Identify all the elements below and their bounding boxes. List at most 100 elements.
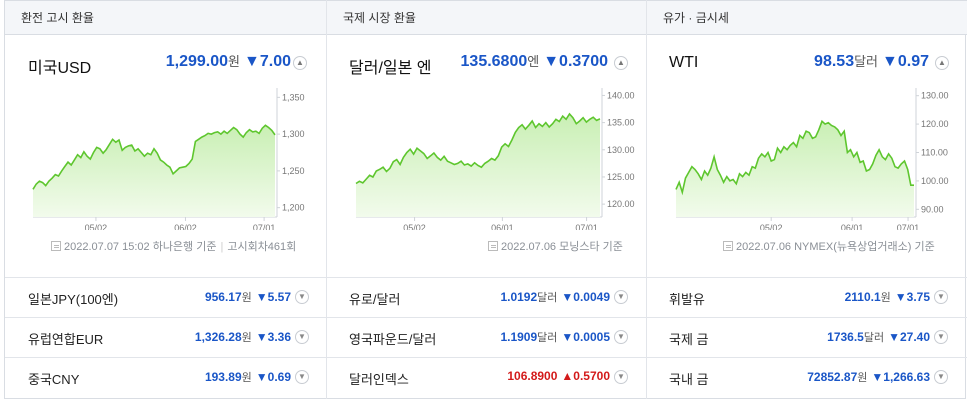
item-change: ▼0.69 [255,370,291,384]
item-rate: 1.1909 [500,330,538,344]
panel-title: 미국USD [28,60,92,77]
chevron-up-icon[interactable]: ▲ [935,56,949,70]
item-change: ▼3.36 [255,330,291,344]
footer-divider: | [220,241,224,253]
rate-value: 135.6800 [460,53,528,70]
panel-footer: 2022.07.06 NYMEX(뉴욕상업거래소) 기준 [723,238,935,254]
x-tick-label: 06/02 [174,223,197,230]
row-divider [5,317,967,318]
item-value: 1,326.28원 ▼3.36 [195,329,291,345]
item-label: 유로/달러 [349,292,401,307]
x-tick-label: 06/01 [841,223,864,230]
footer-round: 고시회차461회 [227,241,297,253]
list-item[interactable]: 일본JPY(100엔) 956.17원 ▼5.57 ▼ [5,277,326,317]
item-value: 2110.1원 ▼3.75 [845,289,930,305]
item-label: 달러인덱스 [349,372,409,387]
rate-change: ▼0.3700 [543,53,608,70]
item-change: ▼3.75 [894,290,930,304]
panel-wti[interactable]: WTI 98.53달러 ▼0.97 ▲ 130.00 120.00 110.00 100… [646,35,967,277]
rate-unit: 달러 [854,54,879,69]
row-divider [5,357,967,358]
chart-wti: 130.00 120.00 110.00 100.00 90.00 05/02 06/01 0… [675,88,949,230]
item-label: 국내 금 [669,372,709,387]
y-tick-label: 140.00 [607,90,635,100]
tab-international-market[interactable]: 국제 시장 환율 [326,1,646,36]
x-tick-label: 07/01 [897,223,920,230]
y-tick-label: 1,350 [282,92,305,102]
panel-footer: 2022.07.07 15:02 하나은행 기준 | 고시회차461회 [51,238,296,254]
row-divider [5,277,967,278]
series-area [33,125,275,217]
chevron-up-icon[interactable]: ▲ [293,56,307,70]
tab-exchange-notice[interactable]: 환전 고시 환율 [21,11,94,25]
item-rate: 193.89 [204,370,242,384]
list-item[interactable]: 달러인덱스 106.8900 ▲0.5700 ▼ [326,357,646,397]
item-change: ▼0.0005 [561,330,610,344]
y-tick-label: 120.00 [607,199,635,209]
y-tick-label: 1,200 [282,203,305,213]
item-label: 휘발유 [669,292,705,307]
item-label: 중국CNY [28,372,80,387]
list-item[interactable]: 휘발유 2110.1원 ▼3.75 ▼ [646,277,967,317]
item-value: 106.8900 ▲0.5700 [507,369,610,383]
chevron-down-icon[interactable]: ▼ [934,290,948,304]
list-item[interactable]: 국내 금 72852.87원 ▼1,266.63 ▼ [646,357,967,397]
y-tick-label: 120.00 [921,119,949,129]
series-area [356,113,600,217]
item-rate: 1.0192 [500,290,538,304]
list-item[interactable]: 국제 금 1736.5달러 ▼27.40 ▼ [646,317,967,357]
column-divider [646,0,647,399]
document-icon [51,241,61,251]
panel-usd[interactable]: 미국USD 1,299.00원 ▼7.00 ▲ 1,350 1,300 1,250 1,… [5,35,326,277]
item-value: 1.1909달러 ▼0.0005 [500,329,610,345]
chevron-up-icon[interactable]: ▲ [614,56,628,70]
chevron-down-icon[interactable]: ▼ [614,370,628,384]
chart-usd-jpy: 140.00 135.00 130.00 125.00 120.00 05/02 06/01… [355,88,635,230]
chevron-down-icon[interactable]: ▼ [295,290,309,304]
item-rate: 956.17 [204,290,242,304]
item-unit: 원 [241,372,252,384]
list-item[interactable]: 유럽연합EUR 1,326.28원 ▼3.36 ▼ [5,317,326,357]
item-change: ▼0.0049 [561,290,610,304]
item-label: 일본JPY(100엔) [28,292,119,307]
item-rate: 1,326.28 [194,330,242,344]
x-tick-label: 05/02 [403,223,426,230]
x-tick-label: 05/02 [85,223,108,230]
rate-value: 1,299.00 [165,53,229,70]
rate-value: 98.53 [814,53,855,70]
panel-title: 달러/일본 엔 [349,60,432,77]
current-rate: 1,299.00원 ▼7.00 [166,51,291,71]
chevron-down-icon[interactable]: ▼ [934,330,948,344]
y-tick-label: 110.00 [921,148,948,158]
footer-date: 2022.07.07 15:02 하나은행 기준 [64,241,217,253]
item-label: 국제 금 [669,332,709,347]
y-tick-label: 1,300 [282,129,305,139]
list-item[interactable]: 유로/달러 1.0192달러 ▼0.0049 ▼ [326,277,646,317]
chevron-down-icon[interactable]: ▼ [614,290,628,304]
x-tick-label: 06/01 [491,223,514,230]
rate-change: ▼7.00 [244,53,291,70]
series-area [676,121,914,217]
list-item[interactable]: 중국CNY 193.89원 ▼0.69 ▼ [5,357,326,397]
item-change: ▲0.5700 [561,369,610,383]
chevron-down-icon[interactable]: ▼ [934,370,948,384]
chevron-down-icon[interactable]: ▼ [614,330,628,344]
item-unit: 달러 [863,332,885,344]
item-rate: 1736.5 [827,330,864,344]
panel-usd-jpy[interactable]: 달러/일본 엔 135.6800엔 ▼0.3700 ▲ 140.00 135.00 1… [326,35,646,277]
y-tick-label: 125.00 [607,172,635,182]
chevron-down-icon[interactable]: ▼ [295,370,309,384]
tab-bar: 환전 고시 환율 국제 시장 환율 유가 · 금시세 [5,0,967,36]
item-value: 956.17원 ▼5.57 [205,289,291,305]
item-rate: 106.8900 [507,369,558,383]
tab-oil-gold[interactable]: 유가 · 금시세 [646,1,967,36]
item-unit: 달러 [537,332,558,344]
item-value: 193.89원 ▼0.69 [205,369,291,385]
rate-change: ▼0.97 [882,53,929,70]
item-unit: 원 [857,372,868,384]
chevron-down-icon[interactable]: ▼ [295,330,309,344]
list-item[interactable]: 영국파운드/달러 1.1909달러 ▼0.0005 ▼ [326,317,646,357]
item-change: ▼27.40 [888,330,930,344]
item-unit: 원 [241,292,252,304]
item-unit: 달러 [537,292,558,304]
